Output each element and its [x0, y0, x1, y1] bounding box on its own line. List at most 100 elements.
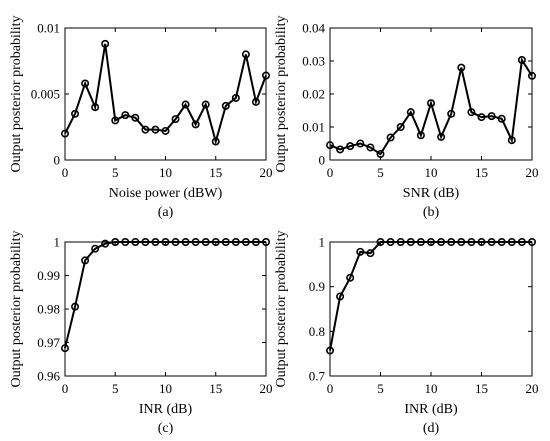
y-tick-label: 0.97: [37, 335, 60, 350]
y-tick-label: 0.04: [302, 21, 325, 36]
data-point: [437, 132, 446, 141]
data-point: [201, 100, 210, 109]
y-tick-label: 0.9: [309, 279, 325, 294]
y-axis-label: Output posterior probability: [9, 230, 24, 387]
data-point: [356, 247, 365, 256]
series-line: [329, 241, 532, 351]
data-point: [507, 136, 516, 145]
y-tick-label: 0.01: [37, 21, 60, 36]
x-tick-label: 15: [475, 165, 488, 180]
plot-frame: [329, 27, 533, 161]
data-point: [241, 50, 250, 59]
x-tick-label: 0: [327, 381, 334, 396]
data-point: [467, 108, 476, 117]
data-point: [517, 56, 526, 65]
y-tick-label: 0.03: [302, 54, 325, 69]
data-point: [356, 139, 365, 148]
x-tick-label: 20: [526, 381, 539, 396]
x-tick-label: 10: [425, 165, 438, 180]
data-point: [366, 143, 375, 152]
data-point: [71, 109, 80, 118]
data-point: [251, 97, 260, 106]
x-tick-label: 0: [327, 165, 334, 180]
y-tick-label: 0.8: [309, 324, 325, 339]
data-point: [91, 103, 100, 112]
data-point: [457, 63, 466, 72]
panel-caption: (a): [158, 205, 174, 220]
x-tick-label: 20: [526, 165, 539, 180]
series-line: [64, 43, 267, 146]
y-tick-label: 0.98: [37, 302, 60, 317]
data-point: [416, 131, 425, 140]
data-point: [346, 142, 355, 151]
data-point: [151, 125, 160, 134]
x-tick-label: 0: [62, 165, 69, 180]
x-tick-label: 15: [209, 381, 222, 396]
x-tick-label: 5: [377, 165, 384, 180]
plot-frame: [64, 241, 267, 377]
data-point: [477, 113, 486, 122]
x-tick-label: 15: [475, 381, 488, 396]
data-point: [346, 273, 355, 282]
y-tick-label: 1: [54, 235, 61, 250]
x-tick-label: 20: [260, 381, 273, 396]
data-point: [181, 100, 190, 109]
x-tick-label: 15: [209, 165, 222, 180]
x-tick-label: 5: [112, 381, 119, 396]
data-point: [336, 292, 345, 301]
y-axis-label: Output posterior probability: [274, 230, 289, 387]
panel-d: 0 5 10 15 20 0.7 0.8 0.9 1 INR (dB) Output posteri…: [274, 230, 539, 436]
data-point: [376, 150, 385, 159]
data-point: [366, 249, 375, 258]
data-point: [191, 120, 200, 129]
data-point: [121, 111, 130, 120]
y-tick-label: 0: [54, 153, 61, 168]
data-point: [386, 133, 395, 142]
x-tick-label: 0: [62, 381, 69, 396]
panel-b: 0 5 10 15 20 0 0.01 0.02 0.03 0.04 SNR (dB) Output …: [274, 15, 539, 220]
y-axis-label: Output posterior probability: [274, 15, 289, 172]
y-tick-label: 0.96: [37, 369, 60, 384]
x-axis-label: INR (dB): [139, 402, 193, 417]
y-tick-label: 0.01: [302, 120, 325, 135]
y-tick-label: 0.99: [37, 268, 60, 283]
data-point: [141, 125, 150, 134]
data-point: [336, 145, 345, 154]
data-point: [81, 256, 90, 265]
data-point: [447, 109, 456, 118]
x-tick-label: 20: [260, 165, 273, 180]
x-tick-label: 5: [377, 381, 384, 396]
data-point: [211, 137, 220, 146]
data-point: [71, 302, 80, 311]
plot-frame: [329, 241, 533, 377]
y-tick-label: 0.02: [302, 87, 325, 102]
data-point: [171, 115, 180, 124]
x-tick-label: 5: [112, 165, 119, 180]
data-point: [161, 126, 170, 135]
panel-caption: (d): [423, 421, 440, 436]
data-point: [131, 113, 140, 122]
data-point: [497, 114, 506, 123]
panel-caption: (b): [423, 205, 440, 220]
series-line: [64, 241, 266, 349]
data-point: [91, 244, 100, 253]
y-tick-label: 1: [319, 235, 326, 250]
panel-a: 0 5 10 15 20 0 0.005 0.01 Noise power (dBW) Outpu…: [9, 15, 273, 220]
data-point: [406, 108, 415, 117]
data-point: [81, 79, 90, 88]
x-axis-label: Noise power (dBW): [109, 186, 223, 201]
y-axis-label: Output posterior probability: [9, 15, 24, 172]
y-tick-label: 0.005: [31, 87, 60, 102]
data-point: [231, 93, 240, 102]
x-axis-label: INR (dB): [404, 402, 458, 417]
panel-caption: (c): [158, 421, 174, 436]
x-tick-label: 10: [159, 381, 172, 396]
data-point: [426, 99, 435, 108]
data-point: [396, 123, 405, 132]
x-tick-label: 10: [425, 381, 438, 396]
data-point: [101, 39, 110, 48]
y-tick-label: 0.7: [309, 369, 326, 384]
data-point: [101, 239, 110, 248]
plot-frame: [64, 27, 267, 161]
